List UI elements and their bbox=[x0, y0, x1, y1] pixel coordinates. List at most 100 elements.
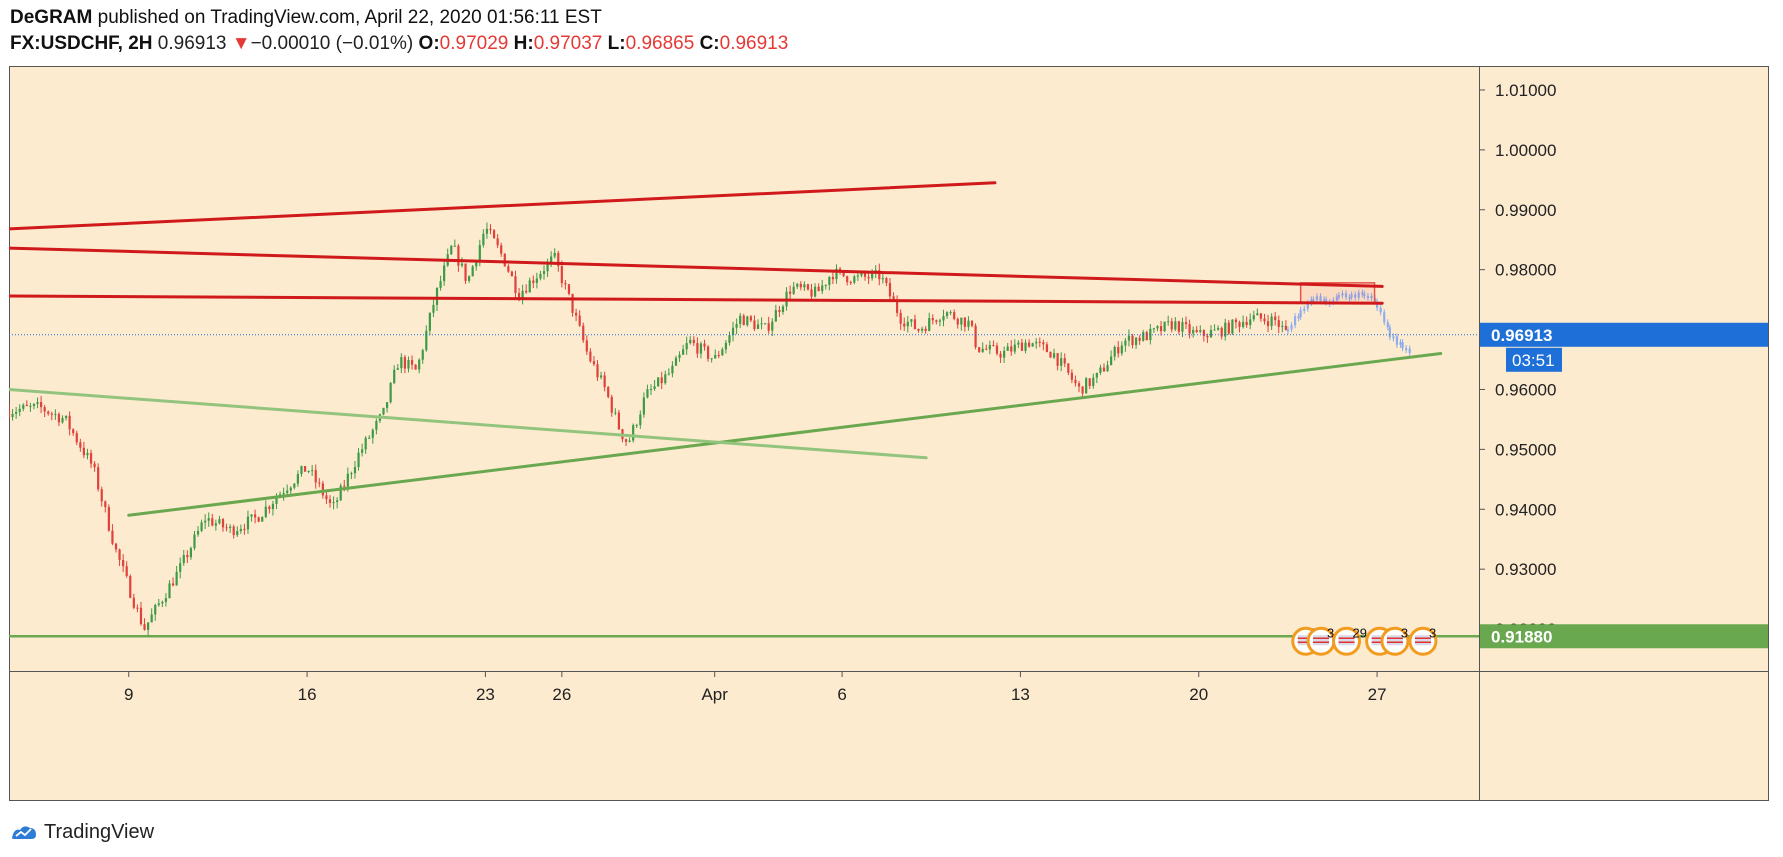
x-tick-label: 23 bbox=[476, 685, 495, 704]
candle-down bbox=[624, 439, 628, 442]
candle-up bbox=[54, 414, 57, 416]
candle-up bbox=[161, 601, 164, 604]
candle-up bbox=[699, 343, 703, 354]
candle-up bbox=[649, 389, 653, 391]
candle-down bbox=[970, 320, 974, 326]
horizontal-resistance-line[interactable] bbox=[7, 294, 1384, 305]
candle-down bbox=[789, 291, 792, 294]
economic-event-marker[interactable]: 3 bbox=[1380, 625, 1410, 656]
candle-down bbox=[899, 312, 902, 324]
candle-down bbox=[799, 283, 802, 288]
candle-up bbox=[803, 284, 806, 288]
projection-candle bbox=[1337, 295, 1340, 298]
projection-candle bbox=[1366, 295, 1370, 298]
high-value: 0.97037 bbox=[533, 33, 603, 54]
candle-up bbox=[920, 328, 924, 331]
candle-up bbox=[468, 276, 471, 281]
price-chart[interactable]: 1.010001.000000.990000.980000.970000.960… bbox=[7, 66, 1769, 801]
projection-candle bbox=[1392, 336, 1395, 339]
candle-down bbox=[1067, 363, 1070, 373]
candle-down bbox=[935, 320, 938, 322]
candle-down bbox=[257, 517, 260, 522]
candle-up bbox=[339, 485, 342, 501]
candle-up bbox=[432, 304, 435, 313]
economic-event-marker[interactable]: 29 bbox=[1332, 625, 1367, 656]
candle-up bbox=[1113, 346, 1116, 357]
us-flag-icon bbox=[1338, 635, 1355, 646]
projection-candle bbox=[1370, 295, 1373, 299]
x-tick-label: 9 bbox=[124, 685, 133, 704]
countdown-label: 03:51 bbox=[1512, 351, 1555, 370]
projection-candle bbox=[1303, 308, 1306, 311]
projection-candle bbox=[1361, 292, 1364, 295]
candle-up bbox=[375, 420, 378, 430]
candle-down bbox=[978, 347, 981, 352]
candle-up bbox=[196, 530, 200, 535]
footer-brand[interactable]: TradingView bbox=[44, 820, 155, 843]
candle-up bbox=[1110, 356, 1113, 366]
candle-up bbox=[168, 583, 171, 599]
chart-container[interactable]: 1.010001.000000.990000.980000.970000.960… bbox=[7, 66, 1769, 801]
candle-up bbox=[296, 474, 300, 484]
descending-resistance-line[interactable] bbox=[7, 246, 1384, 288]
candle-down bbox=[318, 482, 321, 484]
author-name[interactable]: DeGRAM bbox=[10, 7, 93, 28]
projection-candle bbox=[1299, 309, 1302, 317]
candle-up bbox=[981, 348, 984, 352]
candle-up bbox=[11, 413, 14, 418]
candle-down bbox=[717, 354, 720, 356]
economic-event-marker[interactable]: 3 bbox=[1408, 625, 1438, 656]
falling-support-line[interactable] bbox=[7, 387, 928, 460]
candle-down bbox=[610, 396, 613, 413]
candle-down bbox=[585, 340, 588, 352]
x-tick-label: Apr bbox=[701, 685, 728, 704]
candle-up bbox=[214, 523, 217, 526]
candle-up bbox=[439, 281, 442, 288]
candle-up bbox=[146, 622, 150, 630]
candle-up bbox=[728, 335, 731, 343]
x-tick-label: 16 bbox=[298, 685, 317, 704]
candle-up bbox=[764, 323, 767, 325]
candle-up bbox=[835, 268, 838, 280]
projection-candle bbox=[1383, 312, 1386, 323]
candle-down bbox=[186, 555, 189, 558]
candle-down bbox=[1259, 313, 1263, 319]
candle-up bbox=[36, 402, 39, 404]
chart-background bbox=[9, 66, 1769, 801]
low-label: L: bbox=[607, 33, 626, 54]
rising-support-line[interactable] bbox=[127, 352, 1443, 517]
candle-up bbox=[164, 598, 168, 602]
candle-up bbox=[635, 425, 638, 427]
candle-up bbox=[1052, 353, 1056, 358]
economic-event-marker[interactable]: 3 bbox=[1306, 625, 1336, 656]
candle-up bbox=[1006, 346, 1009, 351]
candle-up bbox=[336, 500, 339, 503]
tradingview-logo-icon bbox=[12, 826, 36, 839]
candle-up bbox=[689, 339, 692, 344]
candle-down bbox=[1184, 322, 1188, 325]
symbol-label[interactable]: FX:USDCHF, 2H bbox=[10, 33, 153, 54]
candle-down bbox=[1042, 342, 1045, 345]
candle-down bbox=[1177, 321, 1180, 332]
candle-down bbox=[888, 283, 892, 297]
candle-up bbox=[29, 405, 32, 407]
x-tick-label: 26 bbox=[552, 685, 571, 704]
candle-up bbox=[721, 349, 724, 356]
candle-down bbox=[211, 518, 214, 526]
candle-up bbox=[542, 271, 546, 274]
candle-up bbox=[200, 522, 203, 531]
candle-up bbox=[236, 531, 239, 536]
candle-up bbox=[289, 487, 292, 491]
candle-down bbox=[104, 501, 107, 508]
candle-down bbox=[582, 325, 585, 341]
candle-down bbox=[457, 245, 460, 266]
y-tick-label: 0.94000 bbox=[1495, 500, 1556, 519]
projection-candle bbox=[1405, 348, 1408, 351]
candle-down bbox=[742, 315, 745, 326]
candle-up bbox=[1127, 335, 1131, 341]
candle-up bbox=[418, 359, 421, 370]
candle-down bbox=[1238, 322, 1241, 327]
candle-up bbox=[150, 614, 153, 623]
upper-channel-line[interactable] bbox=[7, 181, 997, 231]
event-count-label: 3 bbox=[1327, 625, 1334, 640]
